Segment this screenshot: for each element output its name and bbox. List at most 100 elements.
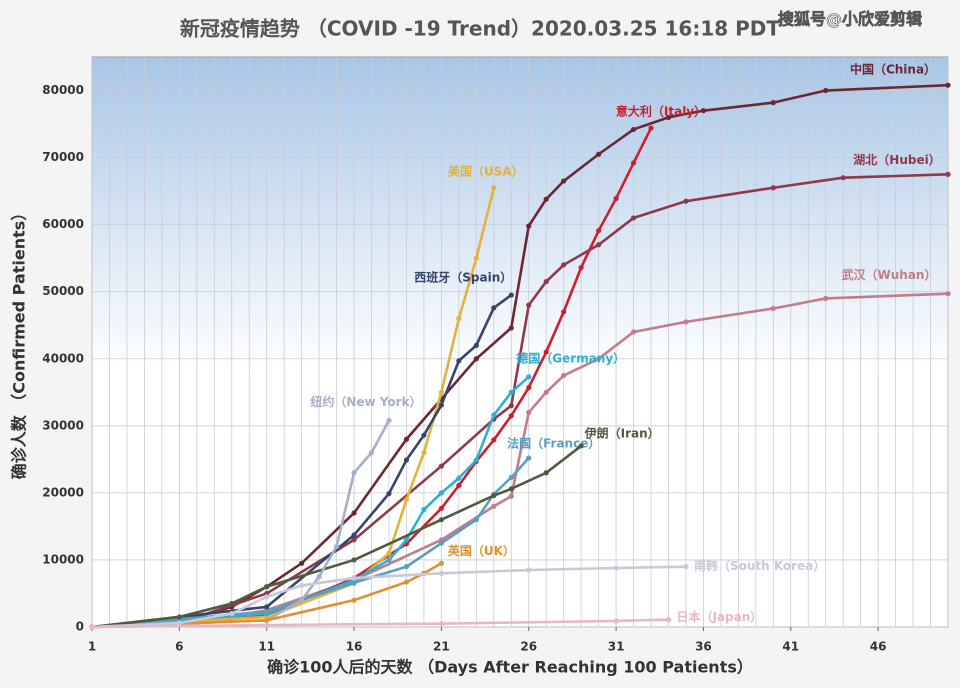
- point: [508, 493, 514, 499]
- point: [438, 540, 444, 546]
- x-tick-label: 16: [346, 640, 363, 654]
- point: [386, 557, 392, 563]
- point: [823, 87, 829, 94]
- series-label: 武汉（Wuhan）: [842, 267, 937, 282]
- point: [596, 228, 602, 234]
- point: [561, 178, 567, 184]
- point: [770, 305, 776, 312]
- point: [176, 614, 182, 620]
- x-tick-label: 11: [258, 640, 275, 654]
- point: [683, 198, 689, 204]
- point: [578, 443, 584, 449]
- series-label: 英国（UK）: [448, 543, 515, 558]
- series-label: 中国（China）: [850, 62, 936, 77]
- series-line: [91, 419, 391, 629]
- point: [456, 358, 462, 364]
- point: [299, 582, 305, 589]
- point: [264, 594, 270, 600]
- point: [526, 385, 532, 391]
- point: [491, 503, 497, 509]
- point: [229, 600, 235, 607]
- point: [526, 302, 532, 308]
- point: [299, 560, 305, 566]
- point: [403, 436, 410, 442]
- series-label: 德国（Germany）: [516, 350, 625, 365]
- x-axis-label: 确诊100人后的天数 （Days After Reaching 100 Pati…: [267, 658, 753, 677]
- point: [438, 402, 444, 408]
- series-label: 意大利（Italy）: [616, 104, 706, 119]
- series-line: [91, 375, 530, 629]
- chart-title: 新冠疫情趋势 （COVID -19 Trend）2020.03.25 16:18…: [180, 17, 780, 41]
- series-line: [91, 187, 496, 629]
- point: [473, 517, 479, 523]
- point: [630, 126, 637, 133]
- point: [456, 315, 462, 322]
- point: [438, 505, 444, 511]
- series-line: [91, 562, 443, 629]
- series-label: 湖北（Hubei）: [853, 152, 940, 167]
- point: [333, 543, 340, 550]
- point: [543, 349, 549, 355]
- point: [508, 474, 514, 481]
- y-tick-label: 40000: [42, 351, 84, 365]
- point: [438, 621, 444, 627]
- x-tick-label: 31: [608, 640, 625, 654]
- point: [386, 490, 392, 497]
- point: [630, 215, 637, 221]
- point: [421, 507, 427, 513]
- point: [351, 510, 357, 516]
- point: [229, 610, 235, 617]
- point: [491, 492, 497, 499]
- point: [473, 342, 479, 348]
- point: [613, 565, 619, 571]
- plot-area: [91, 56, 949, 628]
- point: [683, 564, 689, 570]
- point: [596, 151, 602, 157]
- point: [438, 570, 444, 576]
- point: [176, 620, 182, 626]
- point: [403, 564, 410, 570]
- point: [351, 575, 357, 581]
- point: [508, 413, 514, 419]
- x-tick-label: 26: [520, 640, 537, 654]
- point: [526, 567, 532, 573]
- point: [351, 597, 357, 603]
- series-label: 日本（Japan）: [676, 609, 762, 624]
- point: [316, 574, 322, 580]
- point: [945, 82, 951, 88]
- point: [543, 196, 549, 202]
- point: [264, 622, 270, 628]
- series-line: [91, 292, 949, 629]
- point: [543, 470, 549, 476]
- point: [770, 100, 776, 106]
- series-label: 法国（France）: [507, 436, 600, 451]
- point: [438, 463, 444, 469]
- x-tick-label: 1: [88, 640, 96, 654]
- y-tick-label: 0: [76, 620, 84, 634]
- y-tick-label: 10000: [42, 552, 84, 566]
- point: [665, 617, 672, 623]
- point: [526, 223, 532, 229]
- point: [508, 325, 514, 331]
- series-line: [91, 83, 949, 629]
- y-axis-label: 确诊人数 （Confirmed Patients）: [10, 205, 29, 480]
- point: [526, 374, 532, 380]
- y-tick-label: 50000: [42, 284, 84, 298]
- series-line: [91, 173, 949, 629]
- point: [561, 262, 567, 268]
- point: [386, 550, 392, 556]
- point: [613, 618, 619, 624]
- x-tick-label: 41: [782, 640, 799, 654]
- point: [438, 490, 444, 496]
- y-tick-label: 70000: [42, 150, 84, 164]
- point: [264, 617, 270, 623]
- point: [561, 372, 567, 379]
- point: [403, 579, 410, 585]
- point: [770, 185, 776, 191]
- point: [456, 482, 462, 489]
- y-tick-label: 80000: [42, 83, 84, 97]
- point: [596, 242, 602, 248]
- point: [630, 160, 637, 166]
